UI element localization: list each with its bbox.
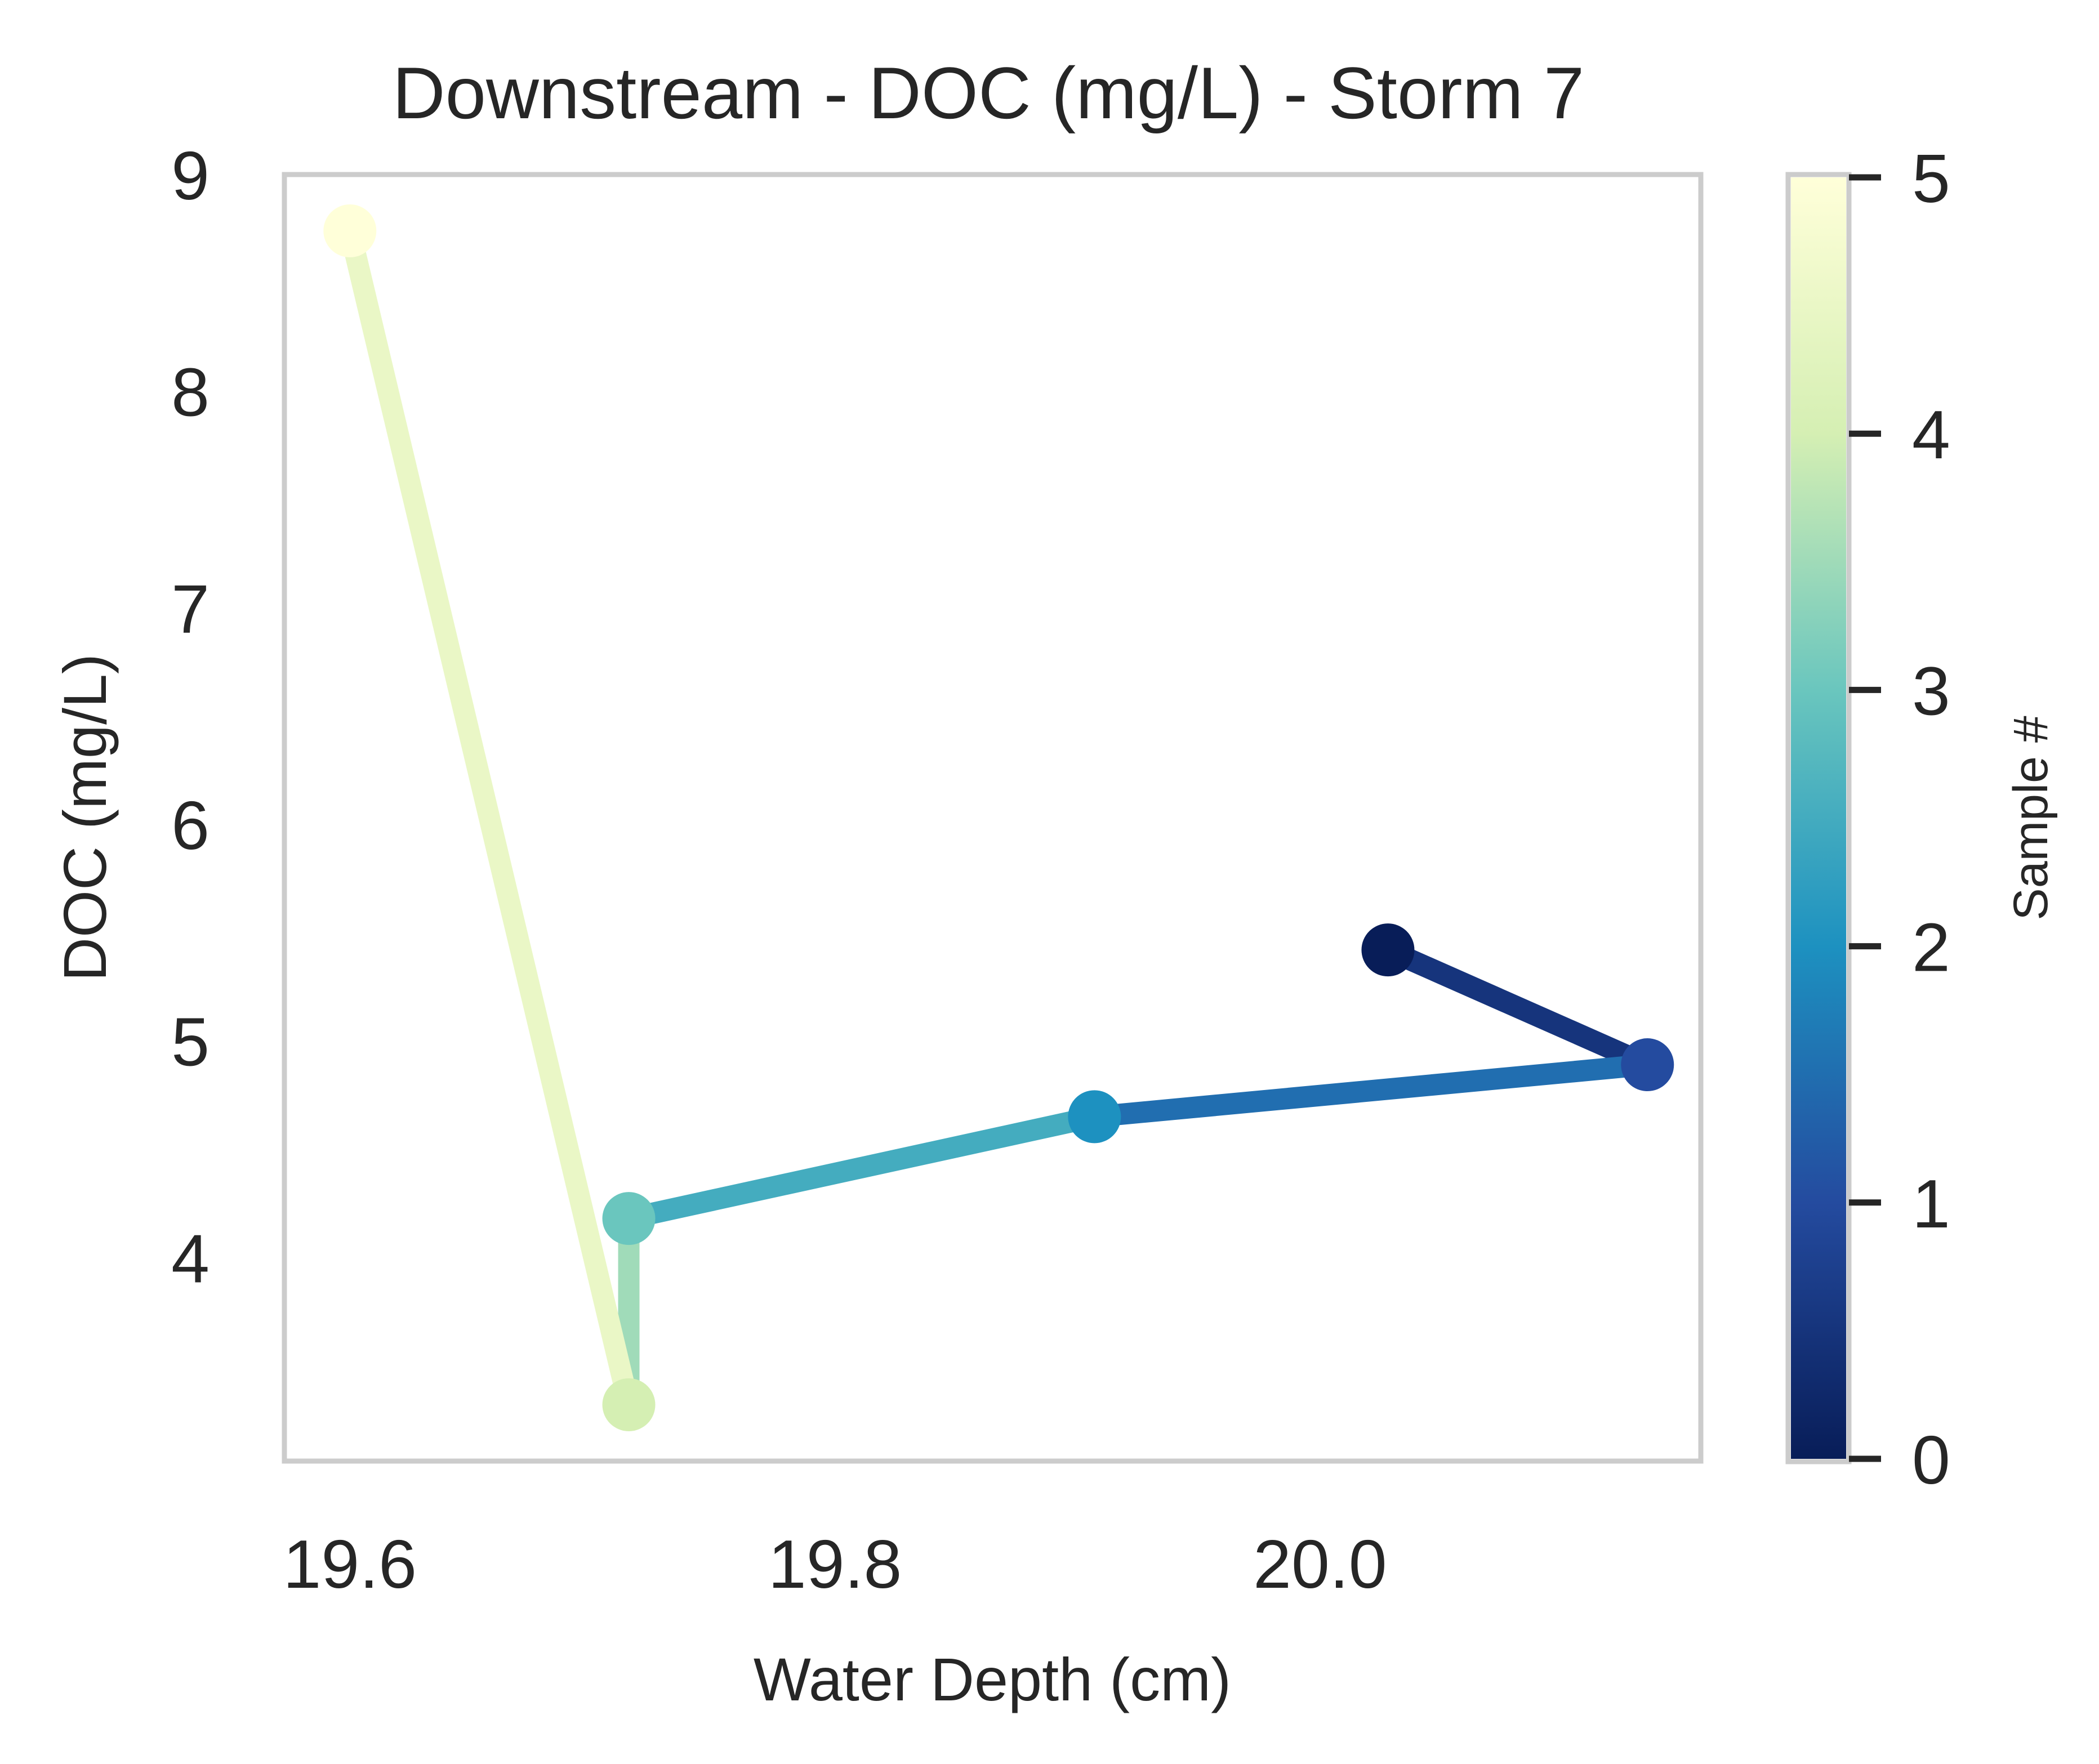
data-point <box>1621 1038 1674 1092</box>
x-tick-label: 19.8 <box>768 1526 902 1602</box>
x-axis-ticks: 19.6 19.8 20.0 <box>283 1526 1387 1602</box>
colorbar <box>1791 177 1846 1459</box>
series-line-segments <box>339 228 1652 1408</box>
y-tick-label: 6 <box>171 787 210 864</box>
y-tick-label: 8 <box>171 354 210 431</box>
colorbar-tick-label: 4 <box>1912 396 1950 473</box>
chart-title: Downstream - DOC (mg/L) - Storm 7 <box>393 52 1584 134</box>
data-point <box>602 1192 656 1245</box>
colorbar-ticks: 0 1 2 3 4 5 <box>1849 140 1950 1498</box>
series-points <box>323 204 1674 1431</box>
colorbar-label: Sample # <box>2004 716 2058 920</box>
colorbar-tick-label: 2 <box>1912 909 1950 986</box>
line-segment <box>1383 940 1652 1075</box>
line-segment <box>626 1106 1097 1229</box>
colorbar-frame <box>1785 172 1852 1464</box>
data-point <box>1361 923 1415 977</box>
x-axis-label: Water Depth (cm) <box>754 1645 1231 1713</box>
colorbar-tick-label: 3 <box>1912 653 1950 729</box>
y-tick-label: 4 <box>171 1220 210 1297</box>
colorbar-tick-label: 5 <box>1912 140 1950 217</box>
x-tick-label: 20.0 <box>1253 1526 1387 1602</box>
colorbar-tick-label: 1 <box>1912 1165 1950 1242</box>
line-segment <box>1093 1054 1649 1128</box>
y-tick-label: 5 <box>171 1004 210 1080</box>
data-point <box>1068 1090 1121 1144</box>
y-tick-label: 7 <box>171 570 210 647</box>
x-tick-label: 19.6 <box>283 1526 417 1602</box>
y-axis-ticks: 4 5 6 7 8 9 <box>171 137 210 1297</box>
plot-area-frame <box>282 172 1704 1464</box>
data-point <box>323 204 377 258</box>
line-segment <box>339 228 640 1408</box>
colorbar-tick-label: 0 <box>1912 1422 1950 1498</box>
data-point <box>602 1378 656 1431</box>
y-axis-label: DOC (mg/L) <box>51 654 119 981</box>
y-tick-label: 9 <box>171 137 210 214</box>
